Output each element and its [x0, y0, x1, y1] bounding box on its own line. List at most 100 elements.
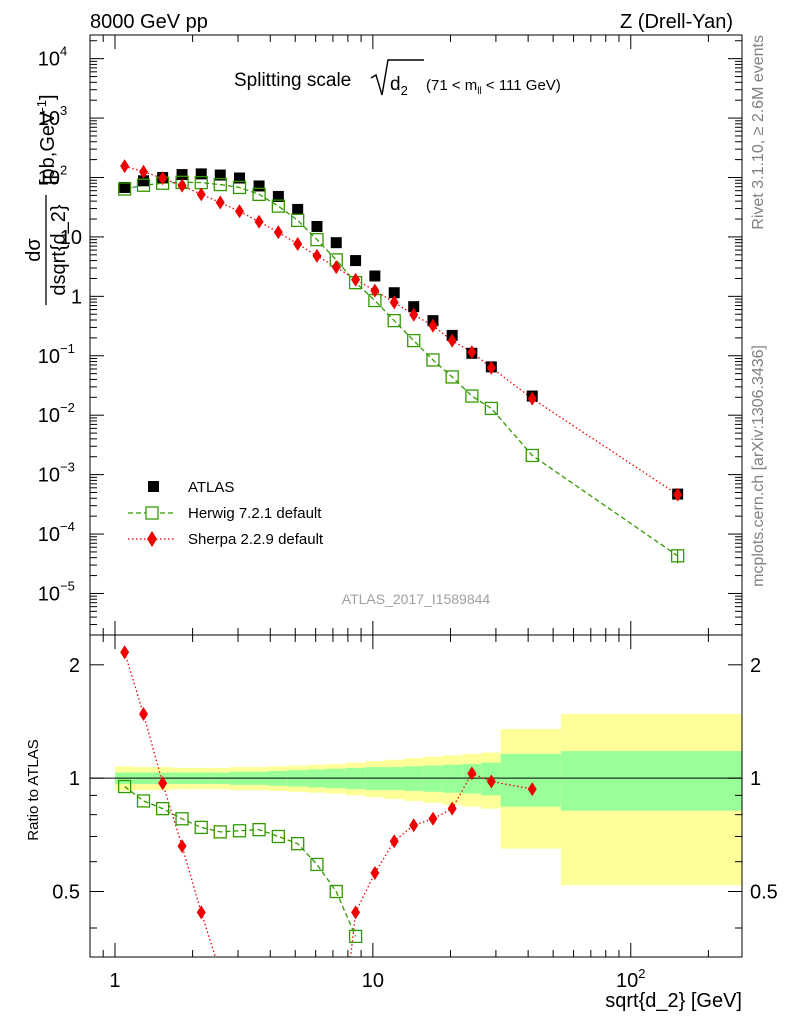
- sherpa-point-0: [120, 159, 130, 174]
- plot-title: Splitting scale d2 (71 < mll < 111 GeV): [234, 59, 561, 98]
- top-ylabel-unit-exp: -1: [34, 100, 49, 112]
- sherpa-point-5: [215, 195, 225, 210]
- rivet-label: Rivet 3.1.10, ≥ 2.6M events: [750, 35, 767, 230]
- atlas-point-7: [253, 180, 265, 192]
- y-tick-exp-main-2: 2: [60, 162, 67, 177]
- atlas-point-3: [176, 169, 188, 181]
- herwig-point-16: [426, 353, 440, 367]
- sherpa-point-1: [139, 164, 149, 179]
- x-tick-label-0: 1: [109, 970, 120, 992]
- atlas-point-8: [272, 190, 284, 202]
- ratio-herwig-point-11: [329, 884, 343, 899]
- top-ylabel-unit: [pb,GeV: [37, 111, 59, 185]
- herwig-point-20: [525, 448, 539, 463]
- herwig-point-18: [465, 389, 479, 403]
- herwig-point-15: [407, 333, 421, 348]
- ratio-sherpa-point-13: [527, 782, 537, 797]
- atlas-point-12: [350, 255, 362, 267]
- atlas-point-6: [234, 172, 246, 184]
- herwig-point-10: [310, 232, 324, 247]
- top-ylabel-num: dσ: [23, 238, 45, 262]
- y-tick-exp-main-0: 4: [60, 44, 67, 59]
- y-tick-label-main-8: 10: [38, 524, 60, 546]
- sherpa-point-3: [177, 178, 187, 193]
- ratio-sherpa-point-11: [467, 766, 477, 781]
- sherpa-point-18: [467, 345, 477, 360]
- herwig-point-8: [271, 199, 286, 213]
- plot-title-range-open: (71 < m: [426, 77, 477, 94]
- atlas-point-10: [311, 220, 323, 232]
- sherpa-point-14: [389, 295, 399, 310]
- herwig-point-19: [484, 401, 498, 416]
- ratio-sherpa-point-4: [196, 905, 206, 920]
- band-inner-17: [442, 764, 463, 793]
- sherpa-point-12: [351, 272, 361, 287]
- mcplots-label: mcplots.cern.ch [arXiv:1306.3436]: [750, 345, 767, 587]
- sherpa-point-10: [312, 248, 322, 263]
- ratio-sherpa-point-6: [370, 865, 380, 880]
- ratio-herwig-point-7: [252, 822, 266, 837]
- herwig-point-7: [252, 187, 266, 202]
- svg-text:d2: d2: [390, 74, 408, 98]
- ratio-herwig-line: [124, 786, 357, 937]
- sherpa-point-21: [673, 487, 683, 502]
- ratio-herwig-point-0: [117, 779, 132, 794]
- ratio-herwig-point-9: [291, 837, 305, 851]
- y-tick-label-ratio-l-0: 2: [69, 655, 80, 677]
- herwig-point-6: [232, 180, 247, 195]
- ratio-sherpa-point-3: [177, 839, 187, 854]
- atlas-point-4: [195, 168, 207, 180]
- herwig-point-5: [213, 177, 227, 192]
- y-tick-exp-main-5: −1: [60, 341, 75, 356]
- sqrt-sign-icon: [370, 59, 424, 96]
- y-tick-label-main-5: 10: [38, 346, 60, 368]
- band-inner-16: [423, 765, 443, 792]
- top-ylabel: dσ dsqrt{d_2} [pb,GeV-1]: [23, 94, 70, 305]
- atlas-point-9: [292, 203, 304, 215]
- header-left: 8000 GeV pp: [90, 11, 208, 33]
- y-tick-label-main-2: 10: [38, 167, 60, 189]
- herwig-point-9: [291, 213, 305, 228]
- atlas-point-14: [388, 287, 400, 299]
- sherpa-point-15: [409, 307, 419, 322]
- bottom-ylabel: Ratio to ATLAS: [25, 739, 42, 840]
- herwig-point-1: [136, 178, 151, 192]
- atlas-point-11: [330, 237, 342, 249]
- atlas-point-5: [214, 169, 226, 181]
- sherpa-point-11: [331, 260, 341, 275]
- y-tick-label-main-3: 10: [60, 227, 82, 249]
- y-tick-label-main-0: 10: [38, 49, 60, 71]
- ratio-panel: [90, 645, 742, 958]
- band-inner-20: [500, 753, 561, 807]
- ratio-herwig-point-5: [213, 825, 227, 839]
- y-tick-exp-main-6: −2: [60, 400, 75, 415]
- y-tick-label-main-7: 10: [38, 465, 60, 487]
- sherpa-point-9: [293, 237, 303, 252]
- sherpa-point-19: [486, 360, 496, 375]
- herwig-point-0: [117, 182, 132, 196]
- x-tick-label-1: 10: [362, 970, 384, 992]
- svg-text:(71 < mll < 111 GeV): (71 < mll < 111 GeV): [426, 77, 561, 97]
- sherpa-point-17: [447, 333, 457, 348]
- y-tick-label-main-4: 1: [71, 286, 82, 308]
- ratio-sherpa-point-0: [120, 645, 130, 660]
- herwig-line: [124, 181, 679, 557]
- y-tick-exp-main-7: −3: [60, 460, 75, 475]
- ratio-herwig-point-4: [194, 820, 208, 835]
- y-tick-exp-main-8: −4: [60, 519, 75, 534]
- atlas-point-0: [119, 181, 131, 193]
- y-tick-label-ratio-r-2: 0.5: [750, 882, 778, 904]
- sherpa-point-7: [254, 214, 264, 229]
- ratio-sherpa-offscale-1: [350, 912, 357, 958]
- top-ylabel-den: dsqrt{d_2}: [48, 204, 70, 296]
- top-ylabel-unit-close: ]: [37, 94, 59, 100]
- ratio-frame: [89, 634, 743, 958]
- ratio-sherpa-point-9: [428, 811, 438, 826]
- ratio-herwig-point-10: [310, 857, 324, 872]
- legend-entry-herwig: Herwig 7.2.1 default: [188, 505, 322, 522]
- svg-text:[pb,GeV-1]: [pb,GeV-1]: [34, 94, 59, 185]
- y-tick-exp-main-9: −5: [60, 578, 75, 593]
- ratio-herwig-point-6: [232, 824, 247, 838]
- legend-entry-sherpa: Sherpa 2.2.9 default: [188, 531, 324, 548]
